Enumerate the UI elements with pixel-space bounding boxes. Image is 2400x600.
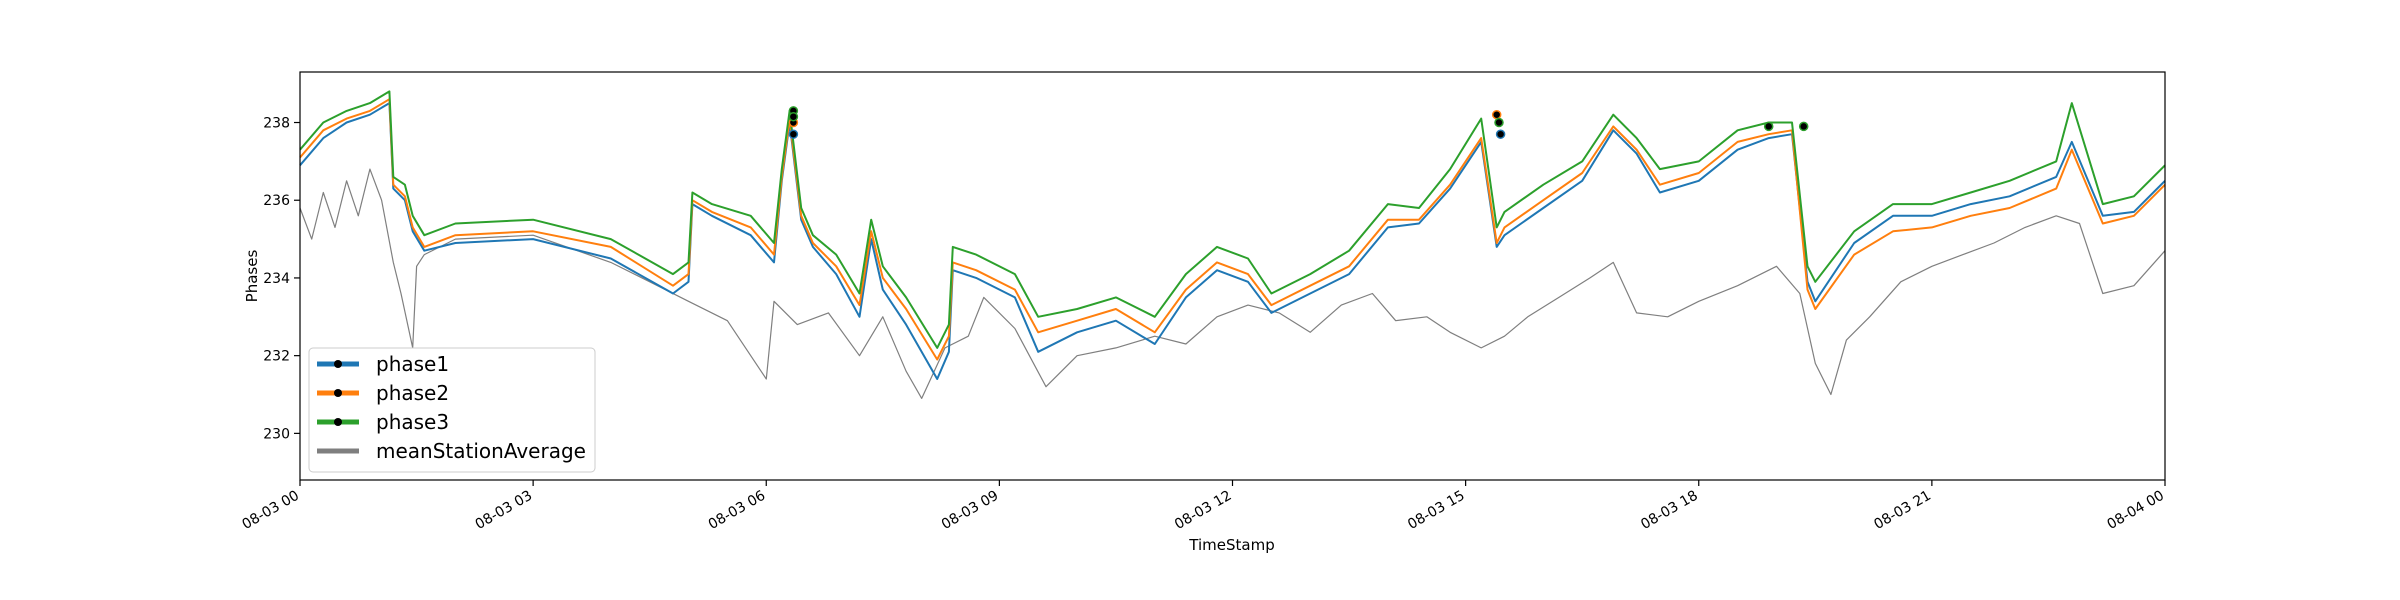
x-tick-label: 08-03 06 <box>706 488 769 533</box>
legend-entry-phase2: phase2 <box>317 381 449 405</box>
legend-label-phase1: phase1 <box>376 352 449 376</box>
series-line-meanstationaverage <box>299 168 2166 399</box>
legend-marker-phase1 <box>334 360 342 368</box>
data-marker-phase3 <box>1494 117 1504 128</box>
series-line-phase2 <box>299 98 2166 361</box>
data-marker-phase3 <box>1798 121 1809 132</box>
legend-box <box>308 347 596 473</box>
legend-entry-phase1: phase1 <box>317 352 449 376</box>
y-tick-label: 238 <box>263 116 290 132</box>
x-axis-label: TimeStamp <box>1188 536 1274 554</box>
y-tick-label: 232 <box>263 349 290 365</box>
legend-marker-phase2 <box>334 389 342 397</box>
data-marker-phase3 <box>788 111 799 122</box>
y-tick-label: 234 <box>263 271 290 287</box>
data-marker-phase3 <box>1763 121 1774 132</box>
x-tick-label: 08-03 21 <box>1871 488 1934 533</box>
data-marker-phase1 <box>788 129 799 139</box>
x-tick-label: 08-04 00 <box>2104 488 2167 533</box>
x-tick-label: 08-03 00 <box>239 488 302 533</box>
x-tick-label: 08-03 03 <box>473 488 536 533</box>
legend-marker-phase3 <box>334 418 342 426</box>
x-tick-label: 08-03 12 <box>1172 488 1235 533</box>
marker-layer <box>788 106 1809 139</box>
series-line-phase3 <box>299 90 2166 349</box>
y-tick-label: 230 <box>263 426 290 442</box>
y-axis: 230 232 234 236 238 <box>263 116 300 442</box>
y-tick-label: 236 <box>263 193 290 209</box>
x-tick-label: 08-03 15 <box>1405 488 1468 533</box>
legend-label-meanstationaverage: meanStationAverage <box>376 439 586 463</box>
data-marker-phase2 <box>1491 109 1502 120</box>
data-marker-phase1 <box>1495 129 1506 139</box>
legend-label-phase3: phase3 <box>376 410 449 434</box>
y-axis-label: Phases <box>243 250 261 303</box>
legend-label-phase2: phase2 <box>376 381 449 405</box>
legend-entry-phase3: phase3 <box>317 410 449 434</box>
legend-entry-meanstationaverage: meanStationAverage <box>317 439 586 463</box>
series-layer <box>299 90 2166 399</box>
x-axis: 08-03 00 08-03 03 08-03 06 08-03 09 08-03 12… <box>239 480 2167 533</box>
x-tick-label: 08-03 09 <box>939 488 1002 533</box>
legend: phase1 phase2 phase3 meanStationAverage <box>308 347 596 473</box>
x-tick-label: 08-03 18 <box>1638 488 1701 533</box>
